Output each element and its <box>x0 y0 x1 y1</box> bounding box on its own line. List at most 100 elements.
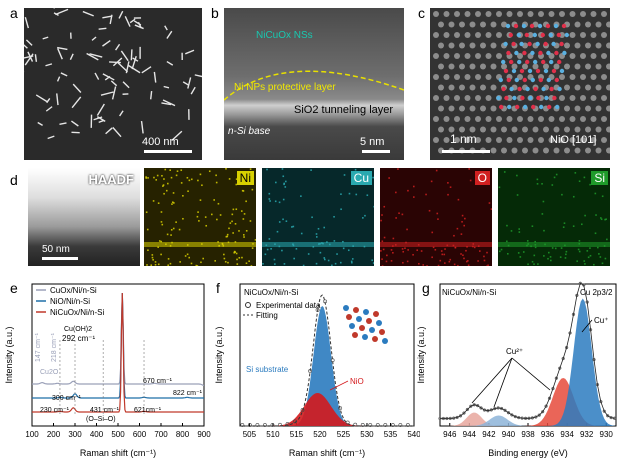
eds-pixel <box>390 249 393 251</box>
label-nio-101: NiO [101] <box>550 134 597 146</box>
eds-pixel <box>251 188 254 191</box>
nio-atom <box>561 23 567 29</box>
eds-pixel <box>250 265 253 266</box>
lattice-spot <box>469 42 476 49</box>
nanosheet-flake <box>190 86 196 95</box>
eds-pixel <box>563 222 566 224</box>
eds-pixel <box>554 247 557 250</box>
eds-pixel <box>547 257 549 260</box>
nio-atom <box>524 32 529 38</box>
nio-atom <box>503 41 508 47</box>
eds-pixel <box>594 232 597 235</box>
nio-atom <box>531 104 536 110</box>
nanosheet-flake <box>55 8 69 16</box>
legend-cuox: CuOx/Ni/n-Si <box>50 286 97 295</box>
eds-pixel <box>506 252 509 255</box>
eds-pixel <box>340 208 342 211</box>
lattice-spot <box>490 42 497 49</box>
nanosheet-flake <box>164 25 168 31</box>
nanosheet-flake <box>127 64 141 74</box>
nanosheet-flake <box>82 10 94 17</box>
data-point <box>293 419 297 424</box>
eds-pixel <box>534 246 537 249</box>
nanosheet-flake <box>59 122 67 125</box>
lattice-spot <box>585 147 591 154</box>
annot-670: 670 cm⁻¹ <box>143 378 173 385</box>
eds-pixel <box>449 186 452 188</box>
nanosheet-flake <box>163 85 170 89</box>
eds-pixel <box>440 250 443 252</box>
lattice-spot <box>559 95 565 101</box>
eds-pixel <box>225 168 227 170</box>
x-tick-label: 940 <box>502 430 516 439</box>
lattice-spot <box>459 84 465 91</box>
x-tick-label: 515 <box>290 430 304 439</box>
lattice-spot <box>574 63 581 70</box>
eds-pixel <box>460 253 462 255</box>
eds-pixel <box>584 214 586 217</box>
lattice-spot <box>433 137 439 143</box>
eds-pixel <box>449 258 452 261</box>
nanosheet-flake <box>57 46 68 51</box>
lattice-spot <box>490 126 497 133</box>
fit-curve <box>240 294 414 427</box>
eds-pixel <box>565 250 568 253</box>
lattice-spot <box>522 63 528 70</box>
nio-atom <box>546 50 551 56</box>
nio-arrow <box>329 380 349 391</box>
lattice-spot <box>538 137 544 143</box>
eds-pixel <box>146 228 149 231</box>
eds-pixel <box>147 177 149 179</box>
lattice-spot <box>585 105 591 112</box>
lattice-spot <box>501 63 507 70</box>
eds-pixel <box>469 179 472 182</box>
eds-pixel <box>273 258 276 261</box>
nio-atom <box>546 77 551 83</box>
eds-interface-band <box>498 242 610 247</box>
nanosheet-flake <box>109 61 121 64</box>
eds-pixel <box>266 168 268 171</box>
eds-pixel <box>500 248 503 251</box>
eds-pixel <box>536 178 539 181</box>
lattice-spot <box>569 116 576 122</box>
nanosheet-flake <box>98 119 105 124</box>
eds-pixel <box>160 211 163 213</box>
eds-pixel <box>412 253 414 256</box>
cu2-arrow-3 <box>511 357 551 391</box>
eds-pixel <box>170 176 173 179</box>
eds-pixel <box>350 260 353 263</box>
eds-pixel <box>158 240 161 242</box>
x-tick-label: 200 <box>47 430 61 439</box>
nio-atom <box>506 50 511 56</box>
lattice-spot <box>469 126 476 133</box>
eds-pixel <box>526 240 529 242</box>
panel-label-f: f <box>216 280 220 296</box>
eds-pixel <box>486 251 488 254</box>
nio-atom <box>506 77 511 83</box>
nanosheet-flake <box>24 53 34 66</box>
nanosheet-flake <box>171 130 183 141</box>
eds-pixel <box>187 190 189 193</box>
eds-pixel <box>268 192 271 195</box>
panel-label-d: d <box>10 172 18 188</box>
eds-pixel <box>601 262 604 265</box>
eds-pixel <box>461 214 464 217</box>
lattice-spot <box>548 137 555 143</box>
lattice-spot <box>595 63 602 70</box>
eds-pixel <box>195 264 198 266</box>
eds-pixel <box>167 258 170 260</box>
annot-cuoh2: Cu(OH)2 <box>64 326 92 333</box>
peak-3 <box>440 415 616 426</box>
nio-atom <box>501 59 506 65</box>
eds-pixel <box>413 185 415 188</box>
np-boundary-line <box>224 70 404 101</box>
lattice-spot <box>438 42 444 49</box>
x-tick-label: 600 <box>133 430 147 439</box>
nio-atom <box>555 104 560 110</box>
lattice-spot <box>454 116 460 122</box>
nanosheet-flake <box>60 72 68 77</box>
lattice-spot <box>595 21 602 28</box>
lattice-spot <box>601 116 607 122</box>
nio-atom <box>519 41 524 47</box>
eds-pixel <box>372 262 374 264</box>
